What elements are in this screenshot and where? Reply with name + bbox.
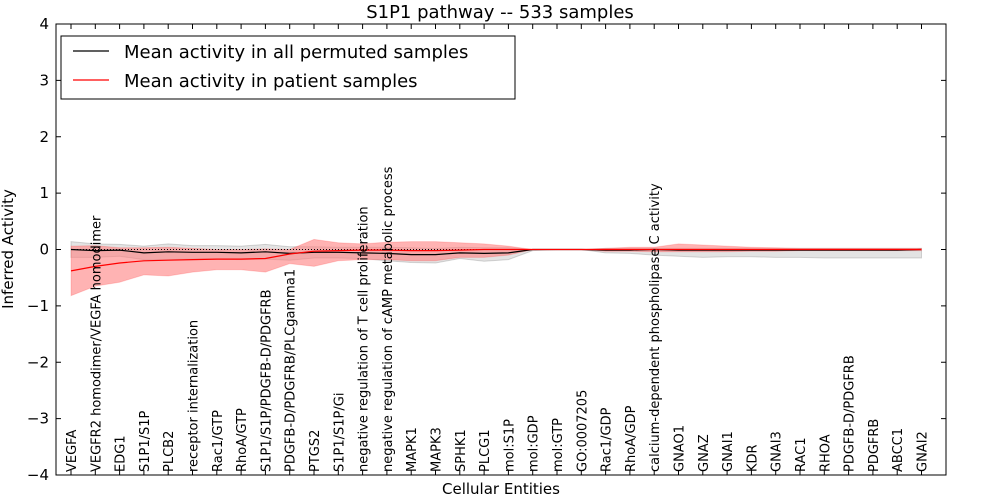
y-tick-label: 3 (39, 71, 49, 89)
y-tick-label: 2 (39, 128, 49, 146)
x-tick-label: S1P1/S1P/PDGFB-D/PDGFRB (259, 289, 274, 472)
x-tick-label: SPHK1 (454, 429, 469, 472)
x-tick-label: mol:GDP (527, 415, 542, 472)
x-tick-label: ABCC1 (891, 428, 906, 472)
x-tick-label: PTGS2 (308, 430, 323, 472)
legend: Mean activity in all permuted samples Me… (60, 35, 516, 100)
line-patient (70, 248, 922, 272)
x-tick-label: EDG1 (114, 435, 129, 472)
y-tick-label: 0 (39, 241, 49, 259)
x-tick-label: negative regulation of T cell proliferat… (357, 206, 372, 472)
x-tick-label: GNAI1 (721, 431, 736, 472)
y-tick-label: −4 (27, 466, 49, 484)
y-tick-label: −2 (27, 353, 49, 371)
x-tick-label: GNAO1 (673, 425, 688, 472)
x-tick-label: KDR (745, 444, 760, 472)
x-tick-label: negative regulation of cAMP metabolic pr… (381, 166, 396, 472)
x-tick-label: S1P1/S1P/Gi (332, 393, 347, 472)
x-tick-label: MAPK3 (430, 427, 445, 472)
x-tick-label: PLCG1 (478, 429, 493, 472)
x-tick-label: GNAI2 (916, 431, 931, 472)
x-tick-label: RAC1 (794, 437, 809, 472)
legend-label-permuted: Mean activity in all permuted samples (124, 42, 468, 63)
x-tick-label: PDGFB-D/PDGFRB (843, 355, 858, 472)
x-axis-ticks (70, 24, 922, 475)
series-lines (70, 248, 922, 272)
confidence-bands (70, 238, 922, 297)
x-tick-label: mol:S1P (502, 419, 517, 472)
x-tick-label: S1P1/S1P (138, 410, 153, 472)
legend-label-patient: Mean activity in patient samples (124, 71, 418, 92)
x-tick-label: VEGFR2 homodimer/VEGFA homodimer (89, 215, 104, 472)
y-tick-label: −1 (27, 297, 49, 315)
y-tick-label: −3 (27, 410, 49, 428)
x-tick-label: VEGFA (65, 430, 80, 472)
x-tick-label: PDGFRB (867, 419, 882, 472)
y-axis-label: Inferred Activity (0, 189, 17, 309)
x-tick-label: GNAI3 (770, 431, 785, 472)
x-tick-labels: VEGFA VEGFR2 homodimer/VEGFA homodimer EDG… (65, 166, 931, 472)
x-tick-label: GNAZ (697, 434, 712, 472)
y-tick-label: 4 (39, 15, 49, 33)
x-tick-label: MAPK1 (405, 427, 420, 472)
x-tick-label: RhoA/GDP (624, 405, 639, 472)
x-tick-label: calcium-dependent phospholipase C activi… (648, 183, 663, 472)
x-axis-label: Cellular Entities (442, 480, 560, 498)
x-tick-label: mol:GTP (551, 418, 566, 472)
x-tick-label: PDGFB-D/PDGFRB/PLCgamma1 (284, 269, 299, 472)
x-tick-label: Rac1/GTP (211, 410, 226, 472)
y-tick-label: 1 (39, 184, 49, 202)
x-tick-label: GO:0007205 (575, 390, 590, 472)
y-axis-ticks: −4 −3 −2 −1 0 1 2 3 4 (27, 15, 946, 484)
chart-title: S1P1 pathway -- 533 samples (366, 2, 634, 23)
x-tick-label: RhoA/GTP (235, 408, 250, 472)
x-tick-label: PLCB2 (162, 431, 177, 472)
x-tick-label: receptor internalization (187, 320, 202, 472)
x-tick-label: Rac1/GDP (600, 407, 615, 472)
x-tick-label: RHOA (818, 434, 833, 472)
legend-box (60, 35, 516, 100)
